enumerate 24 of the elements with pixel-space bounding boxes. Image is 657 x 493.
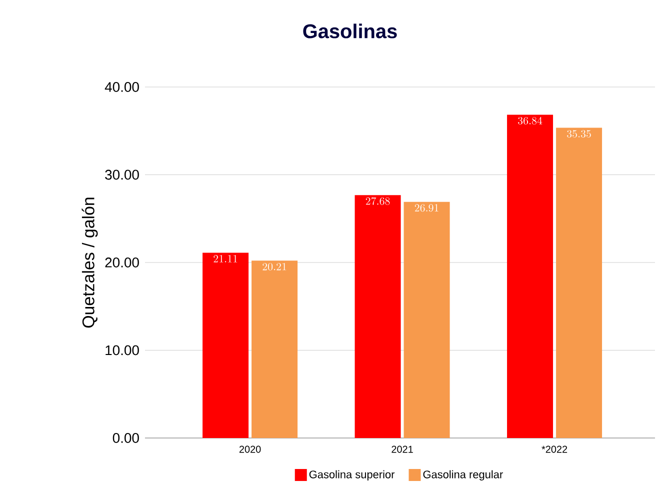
- chart-title: Gasolinas: [303, 24, 397, 38]
- data-label: 27.68: [366, 197, 390, 205]
- legend-label: Gasolina regular: [423, 470, 503, 480]
- y-tick-label: 20.00: [105, 258, 139, 268]
- data-label: 26.91: [414, 204, 438, 212]
- bar: [354, 195, 401, 438]
- y-tick-label: 10.00: [106, 345, 139, 356]
- y-tick-label: 40.00: [104, 82, 139, 92]
- y-axis-title: Quetzales / galón: [82, 198, 98, 328]
- bar: [404, 202, 450, 438]
- bar: [556, 128, 602, 438]
- y-tick-label: 30.00: [105, 170, 139, 180]
- x-tick-label: 2021: [392, 446, 413, 453]
- bar: [507, 114, 554, 438]
- x-tick-label: *2022: [542, 446, 568, 453]
- legend-label: Gasolina superior: [309, 470, 395, 480]
- bar: [252, 260, 298, 438]
- data-label: 36.84: [518, 116, 542, 125]
- bar: [202, 252, 249, 438]
- y-tick-label: 0.00: [112, 433, 139, 443]
- data-label: 21 . 11: [214, 255, 238, 262]
- x-tick-label: 2020: [239, 446, 261, 453]
- data-label: 35.35: [567, 130, 591, 138]
- data-label: 20.21: [262, 262, 286, 270]
